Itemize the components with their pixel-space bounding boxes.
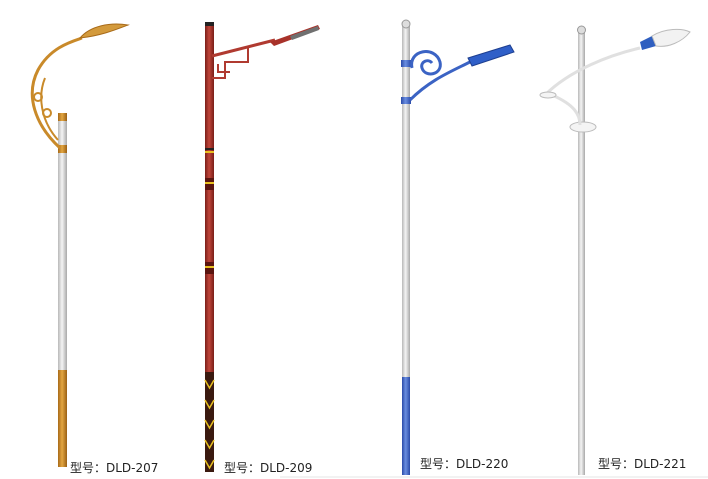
lamp-dld-221 bbox=[539, 25, 691, 475]
model-label-dld-207: 型号：DLD-207 bbox=[70, 461, 159, 475]
model-label-dld-221: 型号：DLD-221 bbox=[598, 457, 687, 471]
model-label-dld-209: 型号：DLD-209 bbox=[224, 461, 313, 475]
lamp-dld-220 bbox=[401, 19, 515, 475]
model-label-dld-220: 型号：DLD-220 bbox=[420, 457, 509, 471]
lamp-dld-207 bbox=[30, 23, 130, 467]
lamp-dld-209 bbox=[204, 22, 320, 472]
